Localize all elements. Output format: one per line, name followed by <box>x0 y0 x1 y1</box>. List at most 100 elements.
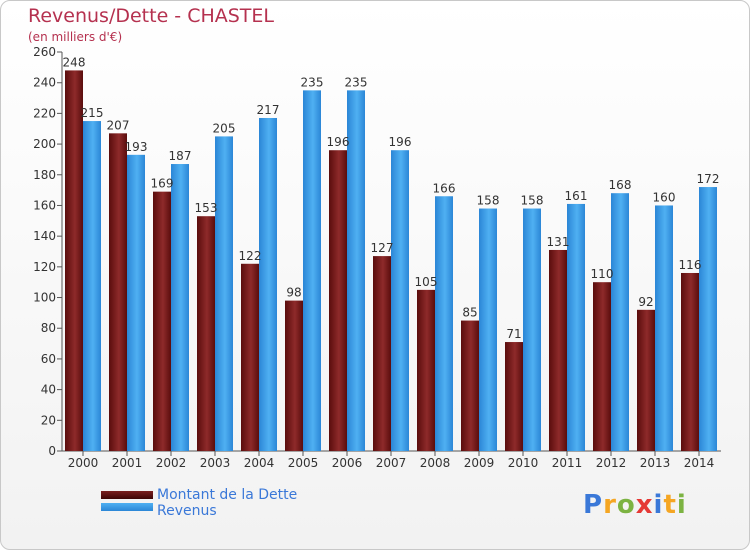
revenue-bar <box>347 90 365 451</box>
x-tick-label: 2007 <box>376 456 407 470</box>
debt-bar <box>153 191 171 451</box>
revenue-bar <box>611 193 629 451</box>
y-tick-label: 140 <box>33 229 56 243</box>
revenue-value-label: 196 <box>389 135 412 149</box>
debt-value-label: 85 <box>462 306 477 320</box>
revenue-value-label: 193 <box>125 140 148 154</box>
x-tick-label: 2000 <box>68 456 99 470</box>
y-tick-label: 20 <box>41 413 56 427</box>
debt-bar <box>461 320 479 451</box>
debt-bar <box>373 256 391 451</box>
logo-letter: x <box>635 490 654 520</box>
revenue-value-label: 205 <box>213 121 236 135</box>
revenue-value-label: 158 <box>521 194 544 208</box>
logo-letter: i <box>653 490 664 520</box>
revenue-bar <box>303 90 321 451</box>
y-tick-label: 80 <box>41 321 56 335</box>
debt-value-label: 116 <box>679 258 702 272</box>
revenue-value-label: 235 <box>345 75 368 89</box>
x-tick-label: 2013 <box>640 456 671 470</box>
data-labels-layer: 248 207 169 153 122 98 196 127 105 85 71 131 110 92 11… <box>63 55 720 341</box>
debt-bar <box>593 282 611 451</box>
y-tick-label: 100 <box>33 291 56 305</box>
y-tick-label: 180 <box>33 168 56 182</box>
logo-letter: i <box>676 490 687 520</box>
revenue-value-label: 168 <box>609 178 632 192</box>
x-tick-label: 2004 <box>244 456 275 470</box>
logo-letter: t <box>663 490 677 520</box>
legend-swatch-revenue <box>101 503 153 511</box>
x-tick-label: 2006 <box>332 456 363 470</box>
debt-bar <box>417 289 435 451</box>
revenue-bar <box>435 196 453 451</box>
y-tick-label: 220 <box>33 106 56 120</box>
debt-bar <box>505 342 523 451</box>
y-tick-label: 200 <box>33 137 56 151</box>
revenue-value-label: 172 <box>697 172 720 186</box>
y-tick-label: 40 <box>41 383 56 397</box>
revenue-bar <box>215 136 233 451</box>
bars-layer <box>65 70 717 452</box>
legend-label-debt: Montant de la Dette <box>157 487 298 503</box>
debt-value-label: 153 <box>195 201 218 215</box>
x-tick-label: 2014 <box>684 456 715 470</box>
debt-bar <box>329 150 347 451</box>
y-tick-label: 0 <box>48 444 56 458</box>
chart-title: Revenus/Dette - CHASTEL <box>28 5 275 27</box>
revenue-value-label: 217 <box>257 103 280 117</box>
revenue-bar <box>699 187 717 452</box>
debt-bar <box>637 309 655 451</box>
revenue-value-label: 187 <box>169 149 192 163</box>
revenue-bar <box>259 117 277 451</box>
legend-label-revenue: Revenus <box>157 503 217 519</box>
debt-bar <box>65 70 83 452</box>
y-tick-label: 260 <box>33 45 56 59</box>
x-tick-label: 2009 <box>464 456 495 470</box>
x-tick-label: 2012 <box>596 456 627 470</box>
debt-value-label: 71 <box>506 327 521 341</box>
revenue-bar <box>127 154 145 452</box>
y-tick-label: 240 <box>33 76 56 90</box>
debt-value-label: 196 <box>327 135 350 149</box>
revenue-bar <box>83 121 101 452</box>
y-tick-label: 60 <box>41 352 56 366</box>
revenue-bar <box>523 208 541 451</box>
debt-value-label: 207 <box>107 118 130 132</box>
revenue-value-label: 158 <box>477 194 500 208</box>
debt-value-label: 248 <box>63 55 86 69</box>
debt-value-label: 169 <box>151 177 174 191</box>
revenue-bar <box>171 164 189 451</box>
y-tick-label: 120 <box>33 260 56 274</box>
debt-value-label: 92 <box>638 295 653 309</box>
logo-letter: r <box>603 490 617 520</box>
revenue-bar <box>479 208 497 451</box>
debt-value-label: 98 <box>286 286 301 300</box>
revenue-value-label: 235 <box>301 75 324 89</box>
debt-value-label: 131 <box>547 235 570 249</box>
debt-bar <box>197 216 215 451</box>
debt-bar <box>681 272 699 451</box>
revenue-value-label: 160 <box>653 190 676 204</box>
x-tick-label: 2001 <box>112 456 143 470</box>
debt-value-label: 127 <box>371 241 394 255</box>
revenue-value-label: 215 <box>81 106 104 120</box>
x-tick-label: 2011 <box>552 456 583 470</box>
legend-swatch-debt <box>101 491 153 499</box>
revenue-bar <box>567 203 585 451</box>
debt-bar <box>241 263 259 451</box>
revenue-bar <box>391 150 409 451</box>
revenue-bar <box>655 205 673 451</box>
x-tick-label: 2005 <box>288 456 319 470</box>
debt-bar <box>109 133 127 452</box>
debt-value-label: 122 <box>239 249 262 263</box>
chart-subtitle: (en milliers d'€) <box>28 30 123 44</box>
x-tick-label: 2010 <box>508 456 539 470</box>
x-tick-label: 2002 <box>156 456 187 470</box>
debt-value-label: 110 <box>591 267 614 281</box>
logo-letter: P <box>583 490 604 520</box>
proxiti-logo: Proxiti <box>583 490 687 520</box>
revenue-value-label: 166 <box>433 181 456 195</box>
logo-letter: o <box>616 490 636 520</box>
debt-bar <box>549 249 567 451</box>
